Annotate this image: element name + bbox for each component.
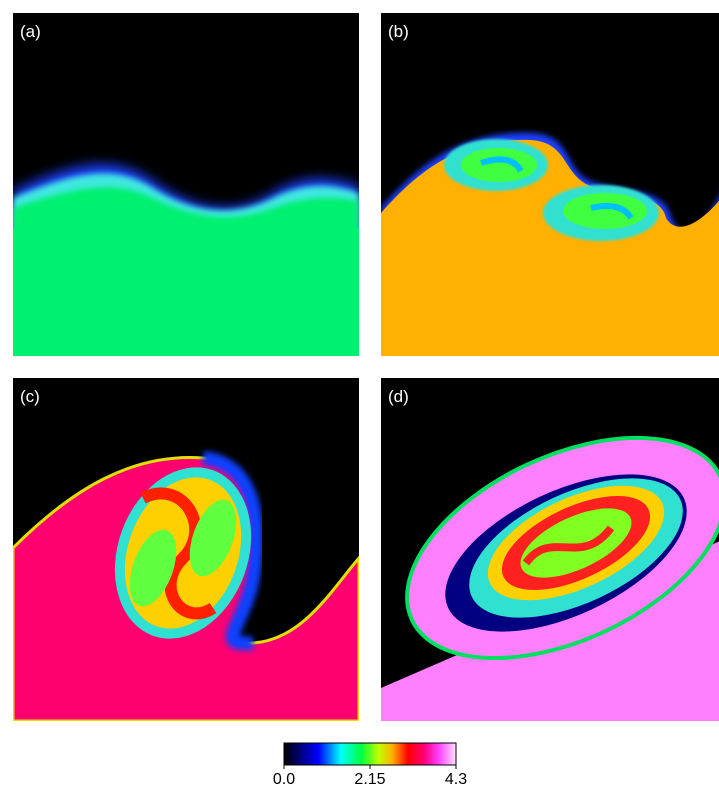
tick-label: 0.0 [273, 771, 295, 788]
panel-d [373, 378, 719, 721]
panel-label: (c) [20, 387, 40, 406]
colorbar [284, 743, 456, 765]
panel-b [381, 13, 719, 356]
panel-label: (a) [20, 22, 41, 41]
figure: (a) (b) (c) (d) 0.0 2.15 4.3 [0, 0, 719, 791]
tick-label: 2.15 [354, 771, 385, 788]
panel-label: (d) [388, 387, 409, 406]
panel-a [13, 13, 359, 356]
panel-label: (b) [388, 22, 409, 41]
panel-c [13, 378, 359, 721]
tick-label: 4.3 [445, 771, 467, 788]
